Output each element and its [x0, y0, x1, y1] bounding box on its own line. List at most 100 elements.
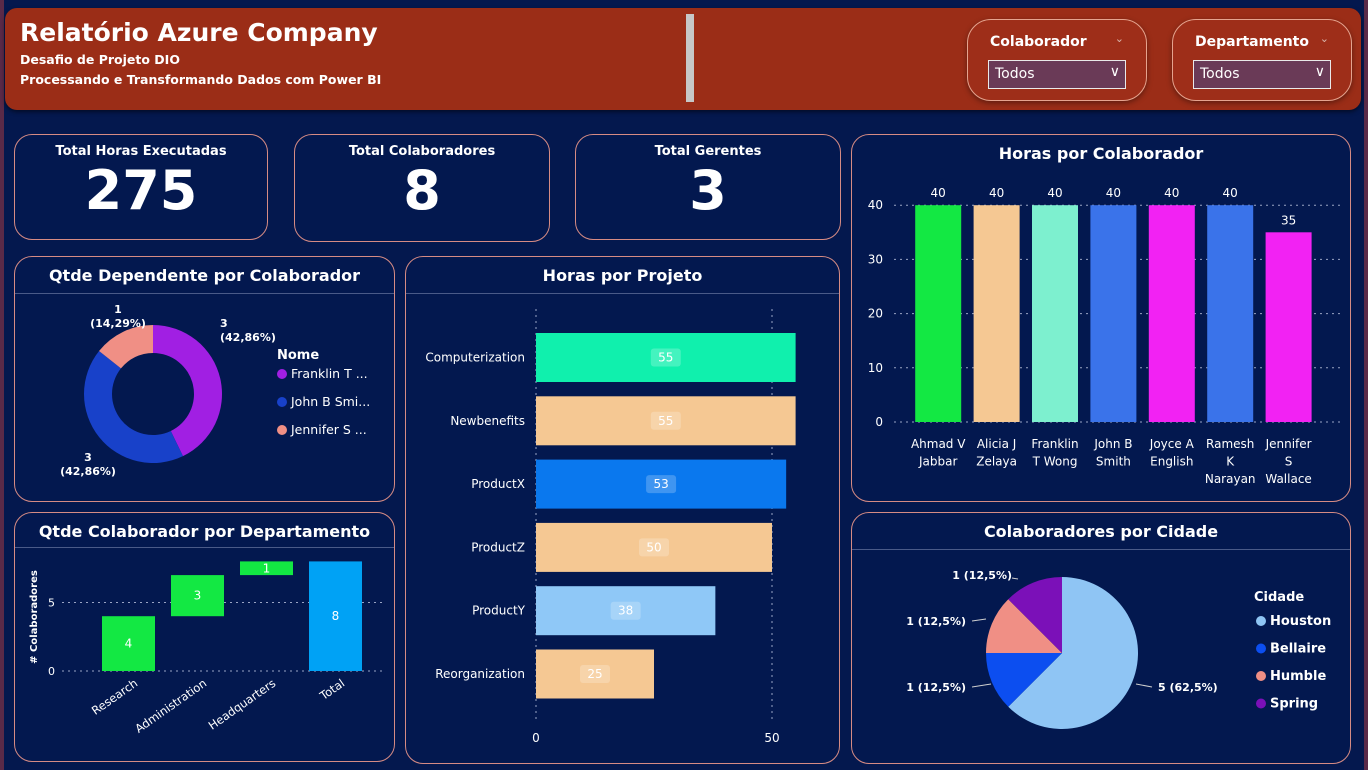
y-tick-label: ProductY — [472, 604, 526, 618]
bar-data-label: 35 — [1281, 213, 1296, 227]
dropdown-value: Todos — [995, 66, 1035, 82]
x-tick-label: S — [1285, 455, 1293, 469]
pie-slice[interactable] — [986, 599, 1062, 653]
legend-item[interactable]: Bellaire — [1270, 642, 1326, 657]
x-tick-label: Jennifer — [1265, 437, 1312, 451]
x-tick-label: Total — [316, 676, 347, 703]
pie-slice[interactable] — [1008, 577, 1138, 729]
waterfall-bar[interactable] — [309, 561, 362, 671]
colaborador-bar[interactable] — [1207, 205, 1254, 422]
title-separator — [406, 293, 839, 294]
donut-slice[interactable] — [99, 325, 153, 369]
chart-title: Horas por Projeto — [542, 266, 703, 285]
project-bar[interactable] — [536, 333, 796, 382]
kpi-label: Total Gerentes — [654, 144, 762, 159]
horas-projeto-card[interactable]: Horas por Projeto 0 50 Computerization 55 Ne… — [405, 256, 840, 764]
colaborador-dropdown[interactable]: Todos ∨ — [988, 60, 1126, 89]
title-separator — [852, 549, 1350, 550]
pie-data-label: 1 (12,5%) — [952, 569, 1012, 582]
project-bar[interactable] — [536, 649, 654, 699]
legend-marker — [277, 369, 287, 379]
pie-slice[interactable] — [1008, 577, 1062, 653]
slicer-label: Colaborador — [990, 34, 1087, 50]
colaborador-slicer: Colaborador ⌄ Todos ∨ — [967, 19, 1147, 101]
x-tick-label: Alicia J — [977, 437, 1017, 451]
x-tick-label: K — [1226, 455, 1235, 469]
x-tick-label: 0 — [532, 731, 540, 745]
project-bar[interactable] — [536, 522, 772, 572]
project-bar[interactable] — [536, 459, 787, 509]
x-tick-label: Jabbar — [918, 455, 957, 469]
colaborador-bar[interactable] — [1265, 232, 1312, 422]
x-tick-label: Joyce A — [1149, 437, 1195, 451]
bar-data-label: 1 — [263, 561, 271, 575]
y-tick-label: Newbenefits — [450, 414, 525, 428]
clear-selection-icon[interactable]: ⌄ — [1114, 32, 1124, 45]
legend-item[interactable]: Houston — [1270, 614, 1331, 629]
colaborador-bar[interactable] — [1090, 205, 1137, 422]
project-bar[interactable] — [536, 396, 796, 446]
legend-item[interactable]: Franklin T ... — [291, 366, 368, 381]
x-tick-label: English — [1150, 455, 1193, 469]
bar-data-label: 55 — [658, 414, 673, 428]
donut-chart[interactable]: 3 (42,86%) 3 (42,86%) 1 (14,29%) Nome Franklin … — [15, 257, 396, 503]
clear-selection-icon[interactable]: ⌄ — [1319, 32, 1329, 45]
y-tick-label: Reorganization — [435, 667, 525, 681]
horas-colaborador-card[interactable]: Horas por Colaborador 0 10 20 30 40 40 Ahmad V… — [851, 134, 1351, 502]
legend-item[interactable]: Humble — [1270, 669, 1326, 684]
donut-slice[interactable] — [83, 350, 183, 463]
horas-projeto-chart[interactable]: 0 50 Computerization 55 Newbenefits 55 Product… — [406, 257, 841, 765]
report-header: Relatório Azure Company Desafio de Proje… — [5, 8, 1361, 110]
cidade-pie-chart[interactable]: 5 (62,5%) 1 (12,5%) 1 (12,5%) 1 (12,5%) Cida… — [852, 513, 1352, 765]
x-tick-label: Research — [89, 676, 140, 718]
leader-line — [1135, 683, 1153, 688]
horas-colaborador-chart[interactable]: 0 10 20 30 40 40 Ahmad V Jabbar 40 Alicia J Zelaya… — [852, 135, 1352, 503]
header-divider — [686, 14, 694, 102]
legend-item[interactable]: Jennifer S ... — [290, 422, 367, 437]
x-tick-label: Ahmad V — [911, 437, 966, 451]
colaborador-bar[interactable] — [973, 205, 1020, 422]
leader-line — [971, 683, 992, 688]
chart-title: Colaboradores por Cidade — [983, 522, 1219, 541]
title-separator — [15, 547, 394, 548]
y-tick-label: 10 — [868, 361, 883, 375]
y-tick-label: ProductZ — [471, 540, 525, 554]
x-tick-label: Headquarters — [206, 676, 279, 733]
waterfall-bar[interactable] — [240, 561, 293, 576]
legend-item[interactable]: John B Smi... — [290, 394, 370, 409]
legend-marker — [277, 397, 287, 407]
colaborador-bar[interactable] — [1148, 205, 1195, 422]
kpi-value: 275 — [84, 159, 198, 222]
waterfall-bar[interactable] — [171, 575, 224, 617]
project-bar[interactable] — [536, 586, 716, 636]
kpi-value: 3 — [689, 159, 727, 222]
leader-line — [1011, 577, 1019, 580]
cidade-card[interactable]: Colaboradores por Cidade 5 (62,5%) 1 (12,… — [851, 512, 1351, 764]
colaborador-bar[interactable] — [1032, 205, 1078, 422]
departamento-dropdown[interactable]: Todos ∨ — [1193, 60, 1331, 89]
chart-title: Qtde Dependente por Colaborador — [48, 266, 361, 285]
kpi-card-total-gerentes[interactable]: Total Gerentes 3 — [575, 134, 841, 240]
donut-card[interactable]: Qtde Dependente por Colaborador 3 (42,86%… — [14, 256, 395, 502]
waterfall-chart[interactable]: 0 5 # Colaboradores 4 Research 3 Administratio… — [15, 513, 396, 763]
chart-title: Horas por Colaborador — [998, 144, 1204, 163]
data-label-background — [650, 348, 681, 367]
report-title: Relatório Azure Company — [20, 18, 378, 47]
donut-slice[interactable] — [153, 325, 223, 457]
bar-data-label: 40 — [1106, 186, 1121, 200]
data-label-background — [650, 411, 681, 430]
waterfall-bar[interactable] — [102, 616, 155, 671]
x-tick-label: Smith — [1096, 455, 1131, 469]
bar-data-label: 40 — [931, 186, 946, 200]
pie-data-label: 1 (12,5%) — [906, 615, 966, 628]
legend-item[interactable]: Spring — [1270, 697, 1318, 712]
pie-data-label: 1 (12,5%) — [906, 681, 966, 694]
kpi-card-total-horas[interactable]: Total Horas Executadas 275 — [14, 134, 268, 240]
donut-data-label: 1 (14,29%) — [90, 303, 146, 330]
dropdown-value: Todos — [1200, 66, 1240, 82]
waterfall-card[interactable]: Qtde Colaborador por Departamento 0 5 # Co… — [14, 512, 395, 762]
pie-slice[interactable] — [986, 653, 1062, 707]
kpi-card-total-colaboradores[interactable]: Total Colaboradores 8 — [294, 134, 550, 242]
donut-data-label: 3 (42,86%) — [60, 451, 116, 478]
colaborador-bar[interactable] — [915, 205, 962, 422]
